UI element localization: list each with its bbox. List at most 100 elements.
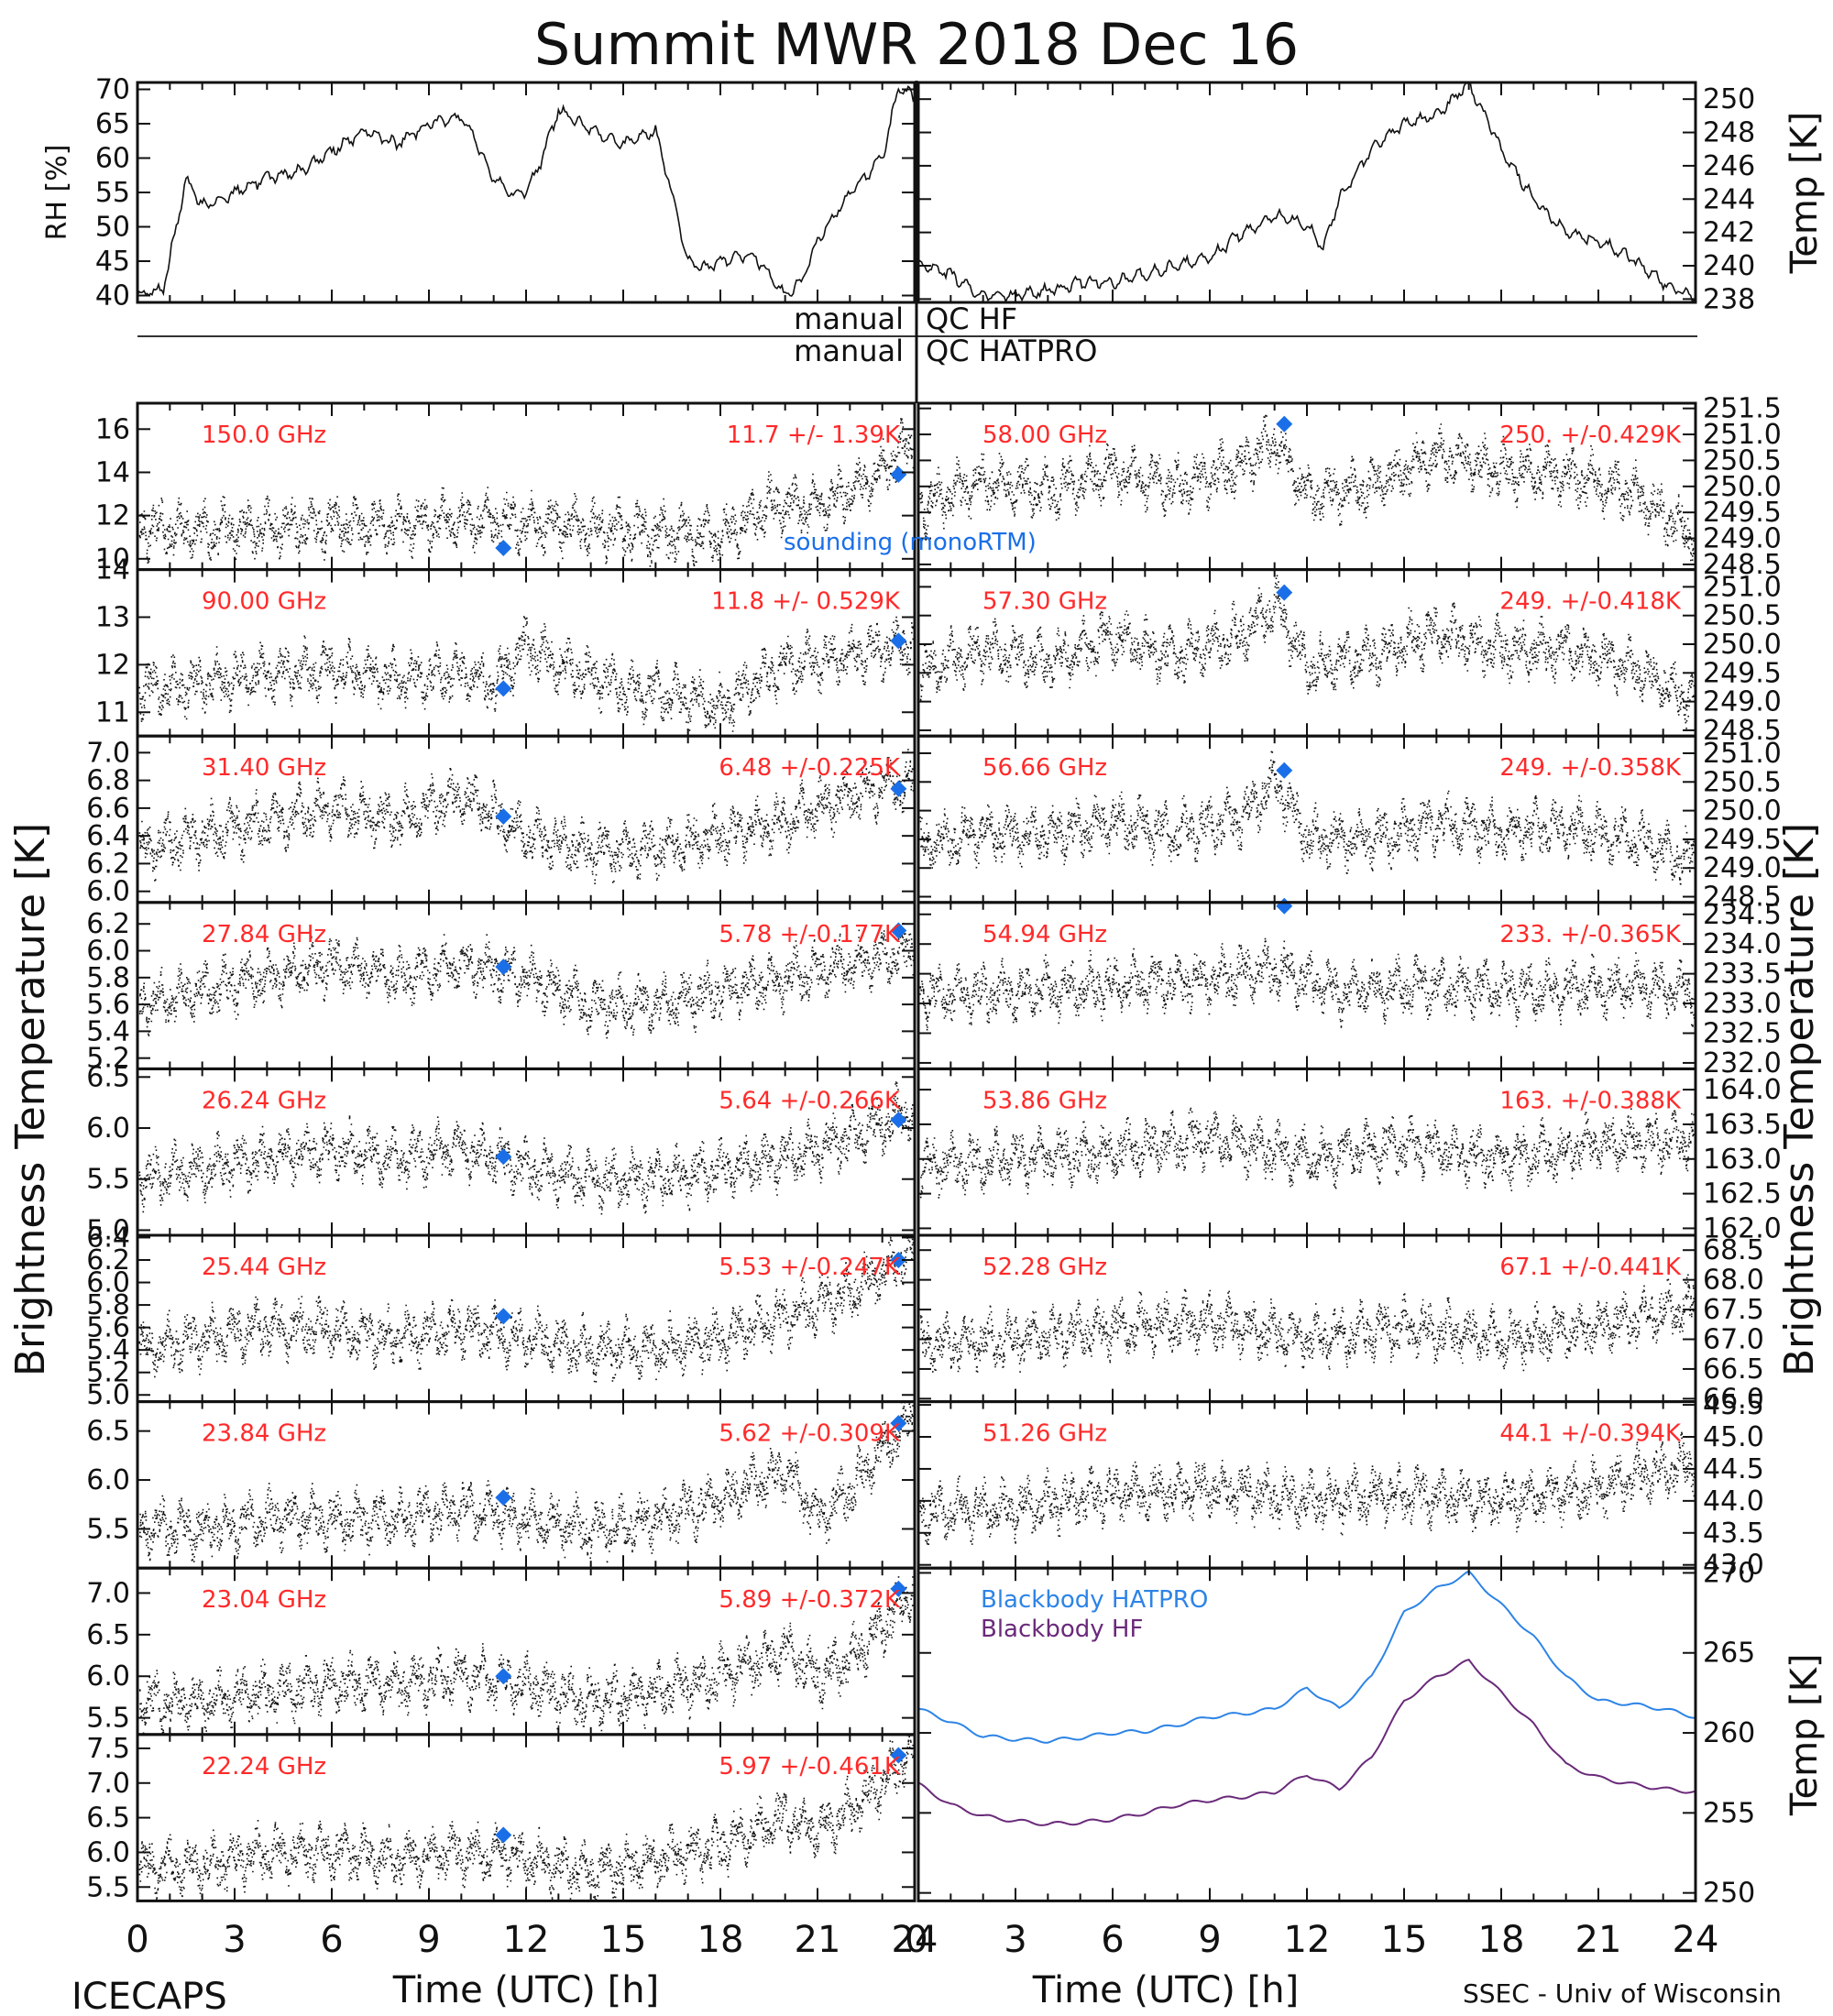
stats-label: 5.62 +/-0.309K (719, 1420, 901, 1448)
y-tick-label: 232.5 (1703, 1017, 1782, 1049)
y-tick-label: 5.0 (86, 1379, 130, 1411)
legend-entry: Blackbody HF (981, 1616, 1143, 1643)
x-tick-label: 3 (223, 1919, 246, 1961)
y-tick-label: 5.2 (86, 1043, 130, 1075)
x-axis-label: Time (UTC) [h] (1032, 1969, 1299, 2011)
y-tick-label: 7.0 (86, 1768, 130, 1800)
channel-label: 90.00 GHz (202, 588, 326, 616)
y-tick-label: 248.5 (1703, 882, 1782, 914)
channel-label: 53.86 GHz (982, 1087, 1107, 1114)
y-tick-label: 6.5 (86, 1061, 130, 1093)
y-tick-label: 233.5 (1703, 959, 1782, 991)
qc-hatpro-label: QC HATPRO (926, 334, 1097, 368)
y-tick-label: 45.0 (1703, 1421, 1764, 1453)
y-tick-label: 45 (95, 246, 130, 278)
stats-label: 11.8 +/- 0.529K (711, 588, 901, 616)
y-tick-label: 6.0 (86, 1267, 130, 1299)
y-tick-label: 163.5 (1703, 1109, 1782, 1141)
y-tick-label: 234.0 (1703, 928, 1782, 960)
y-tick-label: 6.0 (86, 1660, 130, 1693)
channel-label: 23.84 GHz (202, 1420, 326, 1448)
data-trace (138, 1576, 914, 1735)
y-tick-label: 5.8 (86, 962, 130, 994)
y-tick-label: 162.0 (1703, 1212, 1782, 1244)
sounding-point (495, 1668, 512, 1685)
x-tick-label: 15 (600, 1919, 647, 1961)
y-tick-label: 50 (95, 212, 130, 244)
y-tick-label: 6.0 (86, 876, 130, 908)
y-tick-label: 162.5 (1703, 1178, 1782, 1211)
panel-54-94-GHz: 54.94 GHz 233. +/-0.365K232.0232.5233.023… (916, 897, 1782, 1079)
sounding-point (890, 1747, 907, 1764)
y-tick-label: 7.0 (86, 737, 130, 769)
data-trace (919, 414, 1696, 565)
sounding-point (890, 466, 907, 483)
y-tick-label: 250.0 (1703, 795, 1782, 827)
y-tick-label: 270 (1703, 1557, 1755, 1589)
y-tick-label: 6.0 (86, 936, 130, 968)
channel-label: 54.94 GHz (982, 921, 1107, 948)
channel-label: 56.66 GHz (982, 754, 1107, 782)
data-trace (919, 937, 1696, 1031)
x-tick-label: 3 (1004, 1919, 1026, 1961)
panel-27-84-GHz: 27.84 GHz 5.78 +/-0.177K 5.25.45.65.86.06.… (86, 901, 916, 1075)
channel-label: 23.04 GHz (202, 1586, 326, 1614)
y-tick-label: 44.5 (1703, 1453, 1764, 1485)
channel-label: 22.24 GHz (202, 1753, 326, 1780)
y-tick-label: 238 (1703, 283, 1755, 315)
stats-label: 11.7 +/- 1.39K (727, 422, 901, 449)
stats-label: 5.53 +/-0.247K (719, 1254, 901, 1281)
data-trace (919, 1431, 1696, 1545)
y-tick-label: 6.4 (86, 1222, 130, 1254)
footer-right-text: SSEC - Univ of Wisconsin (1463, 1978, 1782, 2009)
x-tick-label: 24 (892, 1919, 938, 1961)
panel-23-04-GHz: 23.04 GHz 5.89 +/-0.372K 5.5 6.0 6.5 7.0 (86, 1566, 916, 1737)
y-tick-label: 11 (95, 696, 130, 729)
y-tick-label: 44.0 (1703, 1485, 1764, 1517)
channel-label: 57.30 GHz (982, 588, 1107, 616)
legend-entry: Blackbody HATPRO (981, 1586, 1208, 1614)
data-trace (919, 575, 1696, 729)
y-tick-label: 6.0 (86, 1464, 130, 1496)
y-tick-label: 251.0 (1703, 419, 1782, 451)
footer-left-text: ICECAPS (71, 1976, 227, 2016)
sounding-point (495, 1148, 512, 1166)
channel-label: 27.84 GHz (202, 921, 326, 948)
y-tick-label: 6.4 (86, 820, 130, 852)
y-tick-label: 65 (95, 108, 130, 140)
y-tick-label: 250.5 (1703, 444, 1782, 477)
y-tick-label: 7.5 (86, 1733, 130, 1765)
y-tick-label: 67.0 (1703, 1324, 1764, 1356)
y-tick-label: 6.0 (86, 1112, 130, 1145)
stats-label: 250. +/-0.429K (1499, 422, 1682, 449)
y-tick-label: 6.5 (86, 1416, 130, 1448)
sounding-point (890, 1251, 907, 1268)
y-tick-label: 242 (1703, 217, 1755, 249)
panel-51-26-GHz: 51.26 GHz 44.1 +/-0.394K43.043.544.044.54… (916, 1389, 1764, 1582)
qc-hf-manual-label: manual (794, 301, 904, 336)
panel-53-86-GHz: 53.86 GHz 163. +/-0.388K162.0162.5163.016… (916, 1067, 1782, 1244)
data-trace (138, 1235, 915, 1383)
x-tick-label: 12 (503, 1919, 550, 1961)
y-tick-label: 10 (95, 543, 130, 575)
y-tick-label: 246 (1703, 150, 1755, 182)
stats-label: 6.48 +/-0.225K (719, 754, 901, 782)
x-axis-label: Time (UTC) [h] (392, 1969, 659, 2011)
y-tick-label: 240 (1703, 250, 1755, 282)
y-tick-label: 7.0 (86, 1577, 130, 1609)
data-trace (919, 751, 1695, 885)
y-tick-label: 250.5 (1703, 600, 1782, 632)
y-tick-label: 55 (95, 177, 130, 209)
stats-label: 249. +/-0.418K (1499, 588, 1682, 616)
sounding-point (1276, 415, 1293, 433)
y-tick-label: 250 (1703, 83, 1755, 115)
y-tick-label: 5.6 (86, 1312, 130, 1344)
sounding-point (1276, 584, 1293, 601)
x-tick-label: 18 (1478, 1919, 1525, 1961)
data-trace (138, 418, 915, 567)
y-tick-label: 5.5 (86, 1871, 130, 1903)
panel-22-24-GHz: 22.24 GHz 5.97 +/-0.461K 5.56.06.57.07.5 (86, 1733, 916, 1903)
y-tick-label: 251.0 (1703, 571, 1782, 603)
